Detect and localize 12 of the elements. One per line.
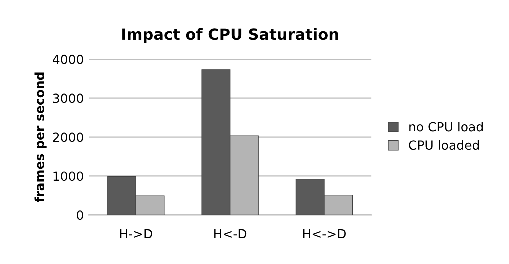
y-tick-label: 3000	[53, 94, 84, 104]
y-tick-label: 2000	[53, 132, 84, 142]
y-tick-label: 4000	[53, 54, 84, 64]
y-tick-label: 1000	[54, 172, 84, 182]
y-axis-title: frames per second	[34, 72, 47, 203]
x-tick-label: H->D	[120, 229, 152, 239]
chart-title: Impact of CPU Saturation	[122, 28, 338, 44]
x-tick-label: H<->D	[303, 229, 346, 239]
x-tick-label: H<-D	[214, 229, 247, 239]
legend-label: CPU loaded	[409, 140, 480, 150]
y-tick-label: 0	[77, 210, 84, 220]
legend-label: no CPU load	[410, 122, 483, 132]
